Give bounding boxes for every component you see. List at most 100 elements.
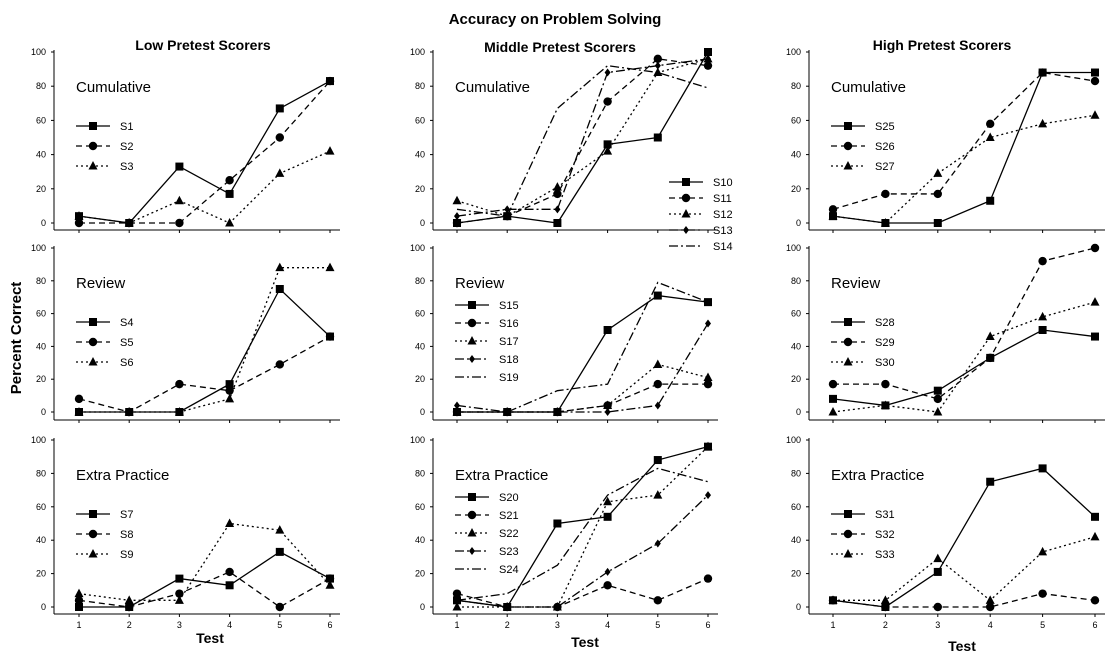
x-tick-label: 2 [505, 620, 510, 630]
data-point [1090, 243, 1100, 253]
data-point [225, 380, 234, 389]
data-point [225, 567, 234, 577]
legend-marker [682, 178, 690, 186]
series-line [79, 551, 331, 608]
data-point [1038, 464, 1047, 473]
x-tick-label: 4 [605, 620, 610, 630]
legend-marker [89, 510, 97, 518]
data-point [933, 189, 942, 199]
y-tick-label: 20 [791, 374, 801, 384]
data-point [275, 547, 284, 556]
data-point [705, 319, 711, 328]
series-s9 [74, 518, 335, 604]
y-tick-label: 20 [36, 374, 46, 384]
column-title-middle: Middle Pretest Scorers [484, 39, 636, 55]
x-tick-label: 5 [277, 620, 282, 630]
data-point [275, 360, 284, 369]
data-point [554, 603, 561, 611]
y-tick-label: 100 [786, 435, 801, 445]
legend-marker [88, 141, 98, 151]
x-tick-label: 1 [76, 620, 81, 630]
data-point [325, 574, 335, 583]
series-line [79, 80, 331, 224]
data-point [828, 379, 838, 389]
data-point [654, 401, 661, 410]
data-point [553, 519, 562, 528]
data-point [452, 407, 462, 416]
legend-marker [89, 122, 97, 130]
y-tick-label: 20 [415, 569, 425, 579]
y-tick-label: 60 [36, 502, 46, 512]
y-tick-label: 80 [791, 276, 801, 286]
panel-title: Review [831, 275, 880, 292]
x-tick-label: 4 [988, 620, 993, 630]
data-point [175, 162, 184, 171]
data-point [604, 567, 611, 576]
data-point [275, 285, 284, 293]
legend-marker [844, 510, 852, 518]
data-point [552, 182, 562, 191]
data-point [705, 491, 711, 500]
data-point [985, 595, 995, 604]
data-point [604, 408, 611, 416]
data-point [74, 394, 84, 404]
data-point [933, 219, 942, 227]
series-line [832, 329, 1096, 407]
series-line [456, 494, 709, 608]
y-tick-label: 40 [36, 150, 46, 160]
data-point [703, 61, 713, 70]
data-point [880, 218, 890, 227]
y-tick-label: 60 [791, 309, 801, 319]
series-line [457, 281, 709, 413]
x-tick-label: 3 [555, 620, 560, 630]
y-tick-label: 60 [36, 309, 46, 319]
legend-marker [88, 161, 98, 170]
data-point [986, 353, 995, 363]
series-line [457, 383, 708, 413]
x-tick-label: 3 [177, 620, 182, 630]
series-s33 [828, 531, 1100, 604]
data-point [603, 581, 612, 590]
data-point [653, 490, 663, 499]
data-point [75, 603, 83, 611]
legend-marker [468, 301, 476, 309]
data-point [175, 574, 184, 583]
data-point [74, 211, 84, 220]
data-point [828, 595, 838, 604]
y-tick-label: 0 [796, 602, 801, 612]
y-tick-label: 60 [415, 502, 425, 512]
data-point [703, 372, 713, 382]
series-s14 [456, 64, 709, 217]
panel-4: 0 20 40 60 80 100 Review S4 S5 S6 [31, 243, 340, 423]
data-point [225, 393, 235, 403]
legend-label: S3 [120, 161, 133, 173]
data-point [933, 567, 942, 576]
data-point [225, 581, 234, 590]
series-line [832, 467, 1096, 608]
panel-1: 0 20 40 60 80 100 Cumulative S1 S2 S3 [31, 47, 340, 233]
data-point [985, 331, 995, 341]
series-s3 [74, 146, 335, 227]
legend-label: S7 [120, 509, 133, 521]
legend-marker [469, 547, 475, 555]
legend-label: S20 [499, 492, 519, 504]
data-point [1038, 546, 1048, 556]
y-tick-label: 60 [791, 115, 801, 125]
legend-marker [844, 122, 852, 130]
data-point [74, 596, 84, 605]
data-point [933, 386, 942, 395]
legend-label: S22 [499, 528, 519, 540]
data-point [986, 602, 995, 612]
y-tick-label: 80 [36, 468, 46, 478]
data-point [933, 394, 942, 404]
data-point [504, 408, 511, 416]
y-tick-label: 20 [791, 184, 801, 194]
data-point [454, 212, 460, 221]
data-point [225, 518, 235, 527]
series-line [832, 71, 1095, 224]
legend: S28 S29 S30 [831, 317, 895, 369]
legend-marker [467, 318, 477, 328]
legend-label: S33 [875, 549, 895, 561]
x-tick-label: 5 [655, 620, 660, 630]
data-point [225, 189, 234, 198]
